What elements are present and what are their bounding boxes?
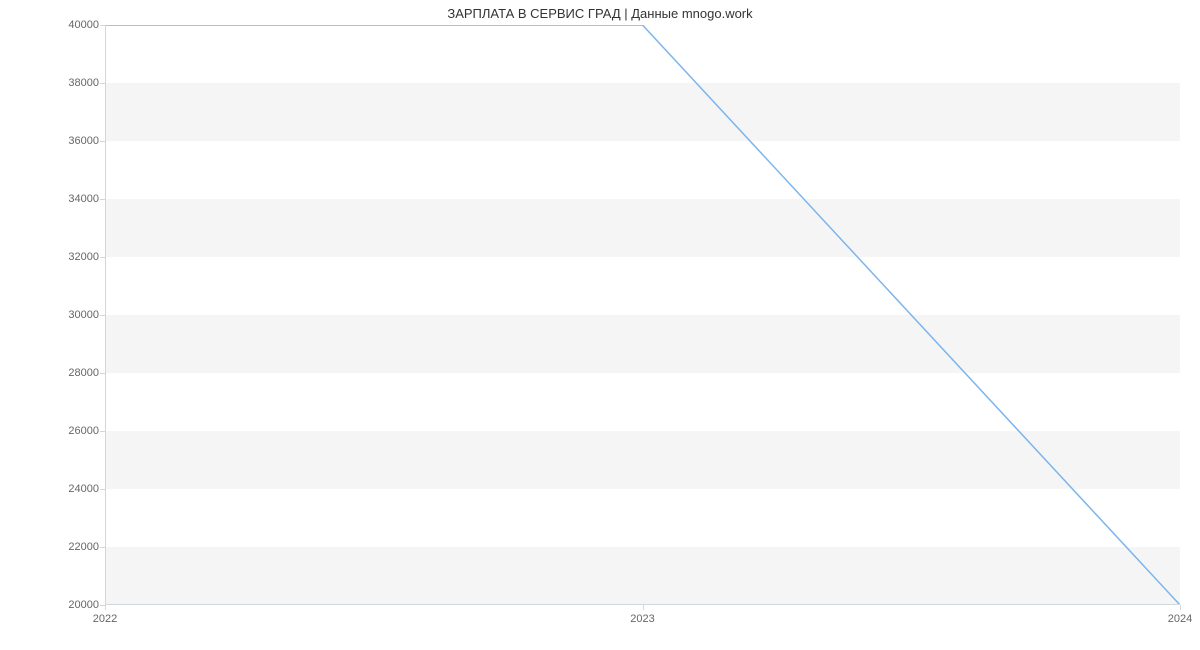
y-tick-label: 34000 <box>68 193 99 205</box>
y-tick-label: 22000 <box>68 541 99 553</box>
y-tick-label: 30000 <box>68 309 99 321</box>
x-tick-label: 2022 <box>93 613 117 625</box>
y-tick-label: 32000 <box>68 251 99 263</box>
y-tick-mark <box>100 199 105 200</box>
salary-chart: ЗАРПЛАТА В СЕРВИС ГРАД | Данные mnogo.wo… <box>0 0 1200 650</box>
y-tick-label: 38000 <box>68 77 99 89</box>
y-tick-mark <box>100 373 105 374</box>
x-tick-mark <box>1180 605 1181 610</box>
x-tick-label: 2023 <box>630 613 654 625</box>
y-tick-mark <box>100 257 105 258</box>
y-tick-mark <box>100 489 105 490</box>
x-tick-mark <box>105 605 106 610</box>
chart-title: ЗАРПЛАТА В СЕРВИС ГРАД | Данные mnogo.wo… <box>0 6 1200 21</box>
y-tick-mark <box>100 83 105 84</box>
y-tick-mark <box>100 547 105 548</box>
y-tick-label: 24000 <box>68 483 99 495</box>
x-tick-label: 2024 <box>1168 613 1192 625</box>
y-tick-label: 36000 <box>68 135 99 147</box>
y-tick-mark <box>100 25 105 26</box>
y-tick-label: 28000 <box>68 367 99 379</box>
y-tick-mark <box>100 315 105 316</box>
y-tick-label: 40000 <box>68 19 99 31</box>
y-tick-label: 26000 <box>68 425 99 437</box>
y-tick-mark <box>100 431 105 432</box>
y-tick-label: 20000 <box>68 599 99 611</box>
x-tick-mark <box>643 605 644 610</box>
y-tick-mark <box>100 141 105 142</box>
plot-area: 2000022000240002600028000300003200034000… <box>105 25 1180 605</box>
plot-border <box>105 25 1180 605</box>
